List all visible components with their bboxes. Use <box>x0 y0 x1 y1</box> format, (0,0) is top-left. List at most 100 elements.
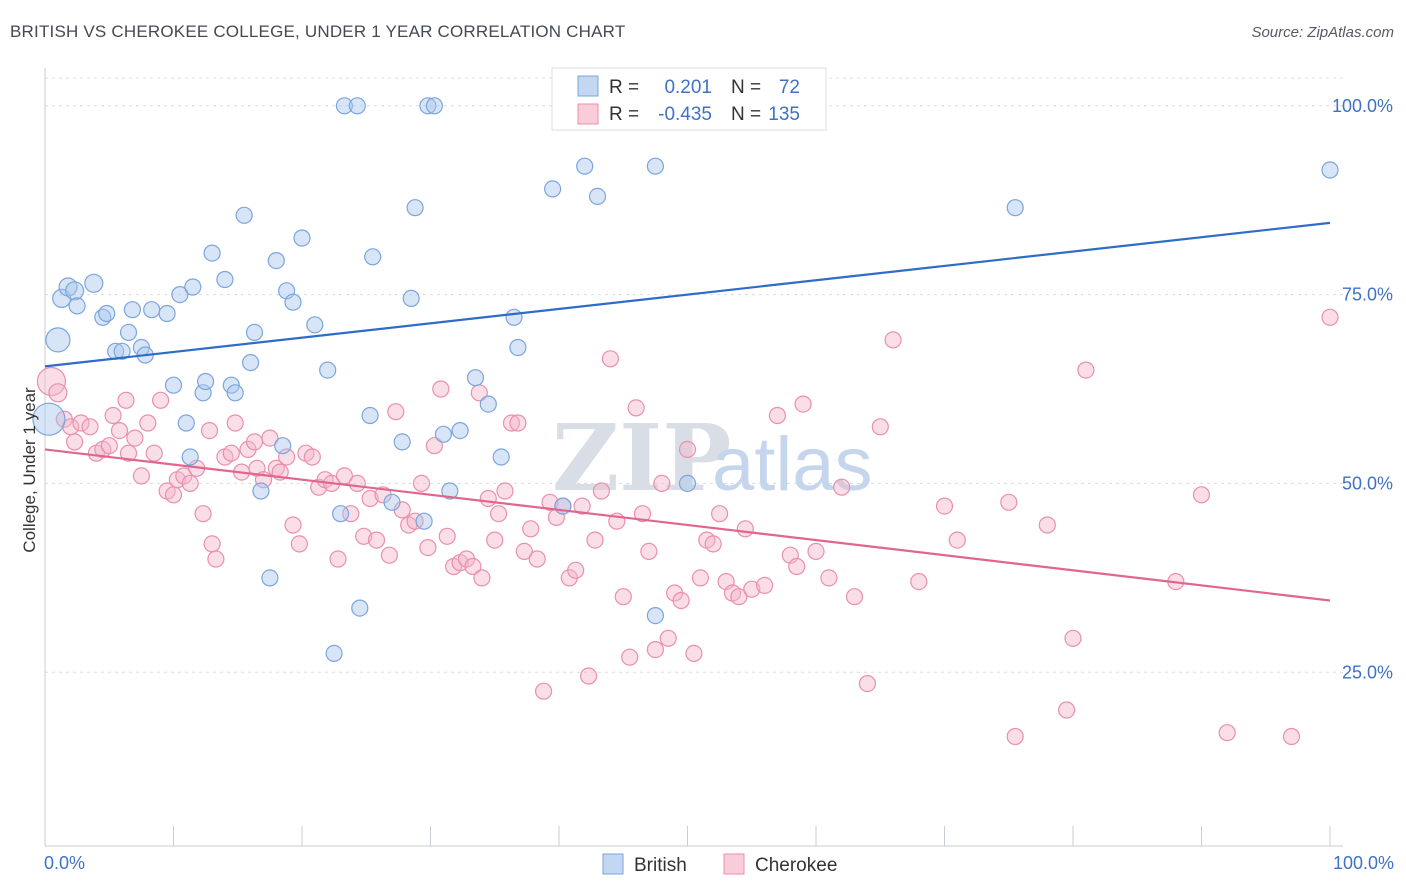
cherokee-point <box>194 505 212 523</box>
bottom-legend-cherokee-swatch <box>723 853 745 875</box>
cherokee-point <box>425 437 443 455</box>
cherokee-point <box>303 448 321 466</box>
cherokee-point <box>659 629 677 647</box>
cherokee-point <box>432 380 450 398</box>
cherokee-point <box>152 391 170 409</box>
y-tick-label: 100.0% <box>1332 96 1393 116</box>
cherokee-point <box>329 550 347 568</box>
british-point <box>419 97 437 115</box>
cherokee-point <box>573 497 591 515</box>
source-label: Source: ZipAtlas.com <box>1251 24 1394 41</box>
cherokee-point <box>807 542 825 561</box>
cherokee-n-value: 135 <box>768 104 800 125</box>
cherokee-point <box>820 569 838 587</box>
y-axis-label: College, Under 1 year <box>20 387 39 553</box>
british-point <box>119 323 138 341</box>
cherokee-point <box>858 674 877 693</box>
cherokee-point <box>743 580 761 598</box>
cherokee-point <box>104 406 122 425</box>
cherokee-swatch <box>577 103 599 125</box>
x-tick-label-min: 0.0% <box>44 853 85 873</box>
cherokee-point <box>486 531 504 549</box>
cherokee-point <box>290 535 308 553</box>
cherokee-point <box>633 505 652 523</box>
british-point <box>184 278 202 296</box>
british-point <box>406 199 424 217</box>
cherokee-point <box>704 535 722 553</box>
cherokee-trend-line <box>44 448 1331 602</box>
watermark: ZIP atlas <box>552 404 873 512</box>
cherokee-r-value: -0.435 <box>658 104 712 125</box>
cherokee-point <box>367 531 386 549</box>
cherokee-point <box>1282 727 1301 746</box>
cherokee-point <box>110 422 129 440</box>
cherokee-point <box>342 505 360 523</box>
cherokee-point <box>387 403 405 421</box>
british-point <box>646 606 665 625</box>
cherokee-point <box>768 406 787 425</box>
british-point <box>306 316 324 334</box>
british-r-label: R = <box>609 77 639 98</box>
british-point <box>84 273 104 293</box>
cherokee-point <box>278 448 296 466</box>
x-tick-marks <box>44 826 1331 846</box>
british-point <box>509 338 527 357</box>
cherokee-point <box>36 366 67 397</box>
british-point <box>64 281 85 301</box>
bottom-legend-british-label: British <box>634 855 687 876</box>
bottom-legend-british-swatch <box>602 853 624 875</box>
cherokee-point <box>567 561 585 579</box>
british-point <box>216 270 234 289</box>
british-point <box>319 361 337 379</box>
cherokee-point <box>355 527 373 545</box>
british-point <box>177 414 195 432</box>
series-cherokee <box>36 308 1339 746</box>
cherokee-point <box>541 493 559 511</box>
cherokee-point <box>730 588 748 606</box>
cherokee-point <box>222 444 240 462</box>
british-point <box>252 482 270 500</box>
british-point <box>451 422 469 440</box>
british-point <box>171 286 189 304</box>
cherokee-point <box>65 433 84 451</box>
british-point <box>32 402 66 436</box>
cherokee-point <box>685 644 703 663</box>
y-tick-label: 75.0% <box>1342 285 1393 305</box>
british-n-label: N = <box>731 77 761 98</box>
cherokee-point <box>406 512 424 530</box>
cherokee-point <box>348 474 366 492</box>
british-point <box>245 323 264 341</box>
y-tick-labels: 25.0% 50.0% 75.0% 100.0% <box>1332 96 1393 683</box>
british-point <box>1321 161 1339 179</box>
cherokee-point <box>48 383 68 403</box>
cherokee-point <box>621 648 639 666</box>
cherokee-point <box>100 437 118 455</box>
british-point <box>415 512 433 530</box>
cherokee-point <box>509 414 527 432</box>
british-point <box>402 289 420 307</box>
cherokee-point <box>1077 361 1095 379</box>
watermark-atlas: atlas <box>712 422 873 507</box>
cherokee-point <box>592 482 611 500</box>
cherokee-point <box>528 550 546 568</box>
cherokee-point <box>117 391 135 409</box>
british-point <box>123 301 141 319</box>
cherokee-point <box>361 489 379 508</box>
british-point <box>68 297 86 315</box>
cherokee-point <box>200 422 219 440</box>
cherokee-point <box>586 531 604 549</box>
cherokee-point <box>794 395 812 413</box>
cherokee-point <box>653 474 671 492</box>
cherokee-point <box>1321 308 1339 326</box>
british-point <box>361 406 379 425</box>
series-british <box>32 97 1339 663</box>
british-point <box>164 376 183 394</box>
cherokee-point <box>380 546 398 564</box>
cherokee-point <box>164 486 183 504</box>
cherokee-point <box>935 497 954 515</box>
cherokee-point <box>261 429 279 447</box>
cherokee-point <box>1218 724 1236 742</box>
cherokee-point <box>1064 629 1082 647</box>
y-tick-label: 50.0% <box>1342 473 1393 493</box>
